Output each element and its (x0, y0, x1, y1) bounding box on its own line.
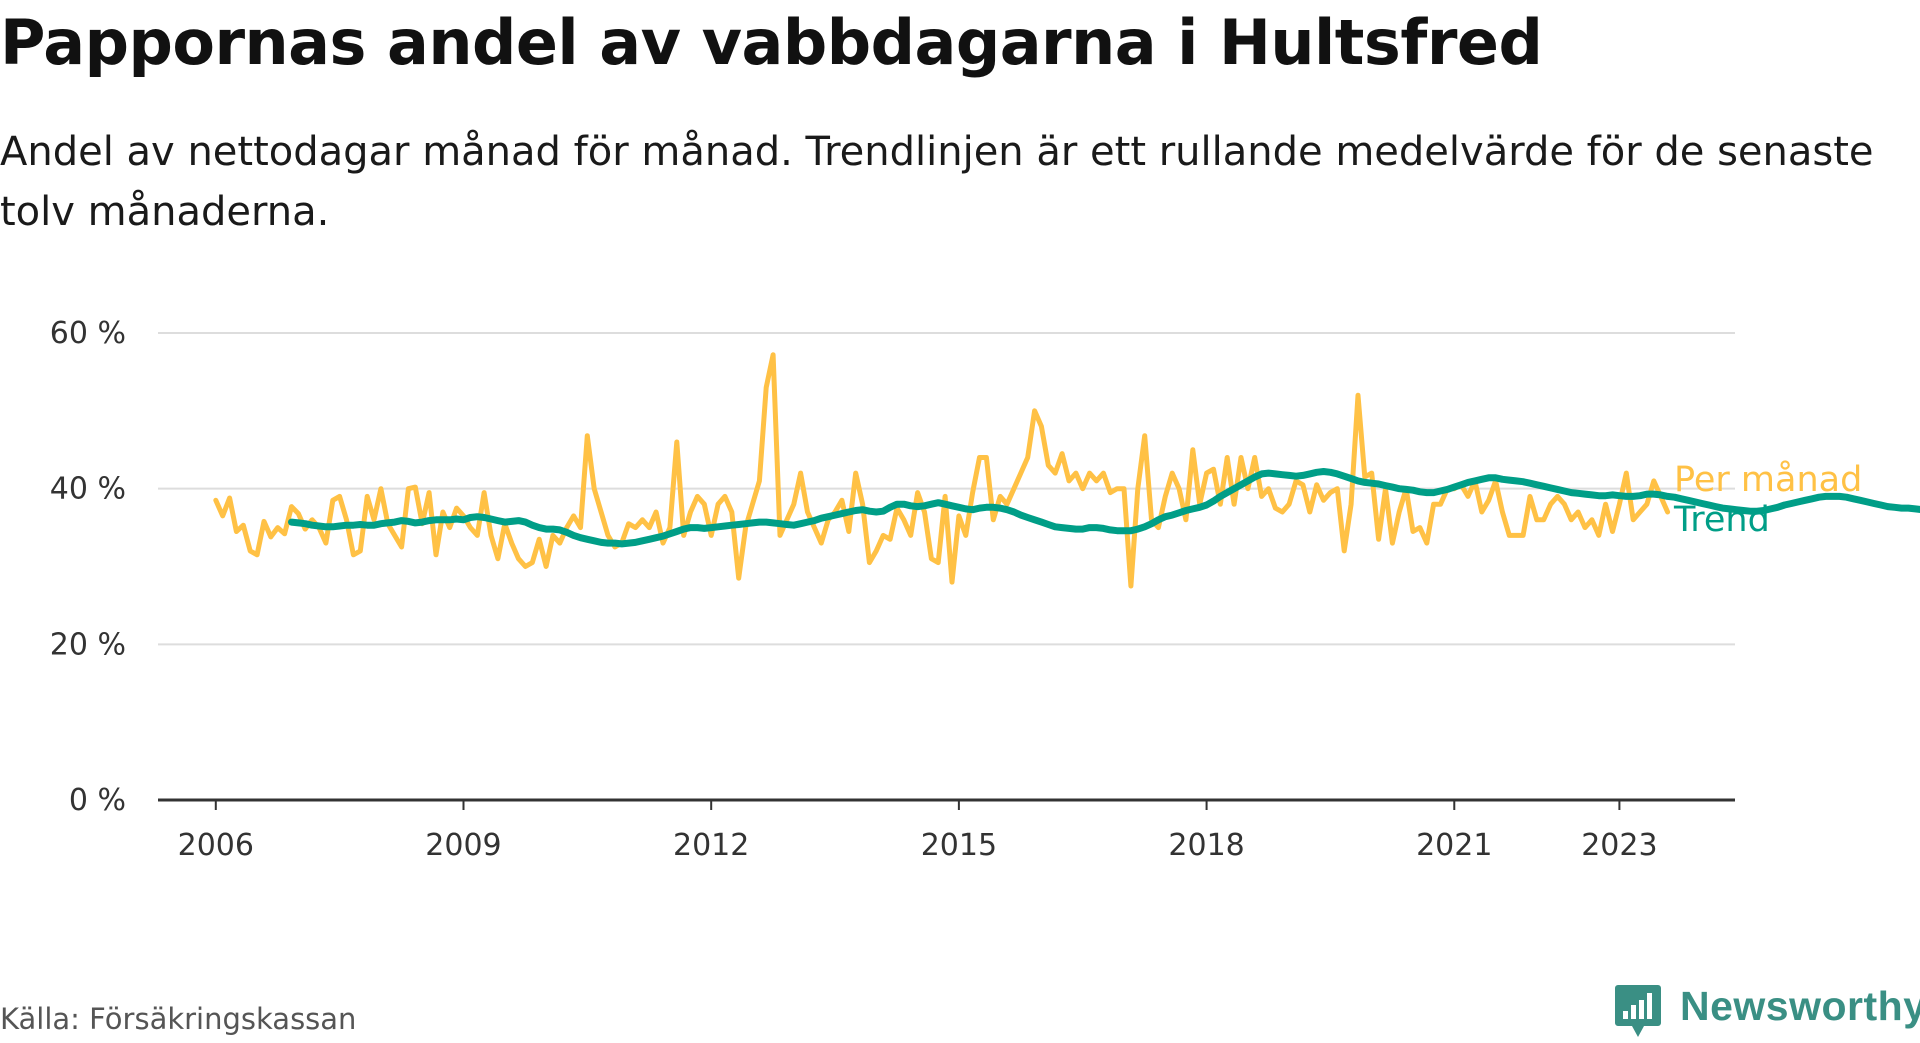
legend-label-per-manad: Per månad (1674, 459, 1862, 500)
series-lines (216, 355, 1920, 586)
x-tick-label: 2006 (178, 828, 254, 863)
legend-label-trend: Trend (1673, 500, 1770, 540)
x-axis-ticks: 2006 2009 2012 2015 2018 2021 2023 (178, 800, 1658, 863)
source-note: Källa: Försäkringskassan (0, 1002, 356, 1036)
y-tick-label: 20 % (50, 627, 126, 662)
newsworthy-logo-icon (1614, 983, 1662, 1039)
x-tick-label: 2015 (921, 828, 997, 863)
y-tick-label: 60 % (50, 316, 126, 351)
x-tick-label: 2012 (673, 828, 749, 863)
x-tick-label: 2023 (1581, 828, 1657, 863)
y-tick-label: 40 % (50, 472, 126, 507)
gridlines (158, 333, 1735, 800)
y-tick-label: 0 % (69, 783, 126, 818)
series-line-per-manad (216, 355, 1668, 586)
brand-name: Newsworthy (1680, 983, 1920, 1030)
x-tick-label: 2009 (425, 828, 501, 863)
brand-logo[interactable]: Newsworthy (1614, 983, 1920, 1043)
x-tick-label: 2021 (1416, 828, 1492, 863)
x-tick-label: 2018 (1168, 828, 1244, 863)
y-axis-ticks: 0 % 20 % 40 % 60 % (50, 316, 126, 818)
